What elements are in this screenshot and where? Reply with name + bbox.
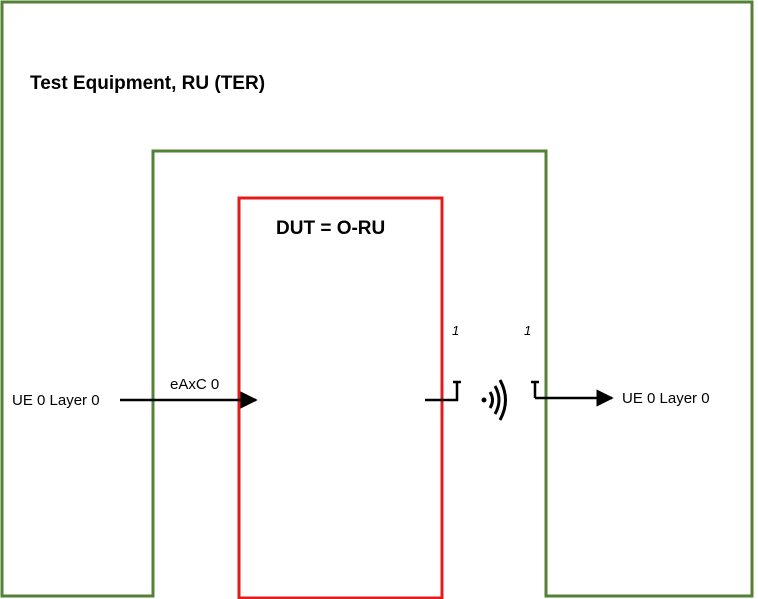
wireless-signal-icon	[481, 379, 507, 421]
dut-port-number: 1	[452, 323, 459, 338]
input-signal-label: UE 0 Layer 0	[12, 392, 100, 409]
dut-box	[237, 196, 444, 599]
output-signal-label: UE 0 Layer 0	[622, 390, 710, 407]
channel-label: eAxC 0	[170, 376, 219, 393]
test-equipment-title: Test Equipment, RU (TER)	[30, 73, 265, 94]
ter-antenna-icon	[531, 380, 539, 398]
dut-title: DUT = O-RU	[276, 218, 385, 239]
dut-antenna-icon	[425, 380, 461, 402]
ter-port-number: 1	[524, 323, 531, 338]
